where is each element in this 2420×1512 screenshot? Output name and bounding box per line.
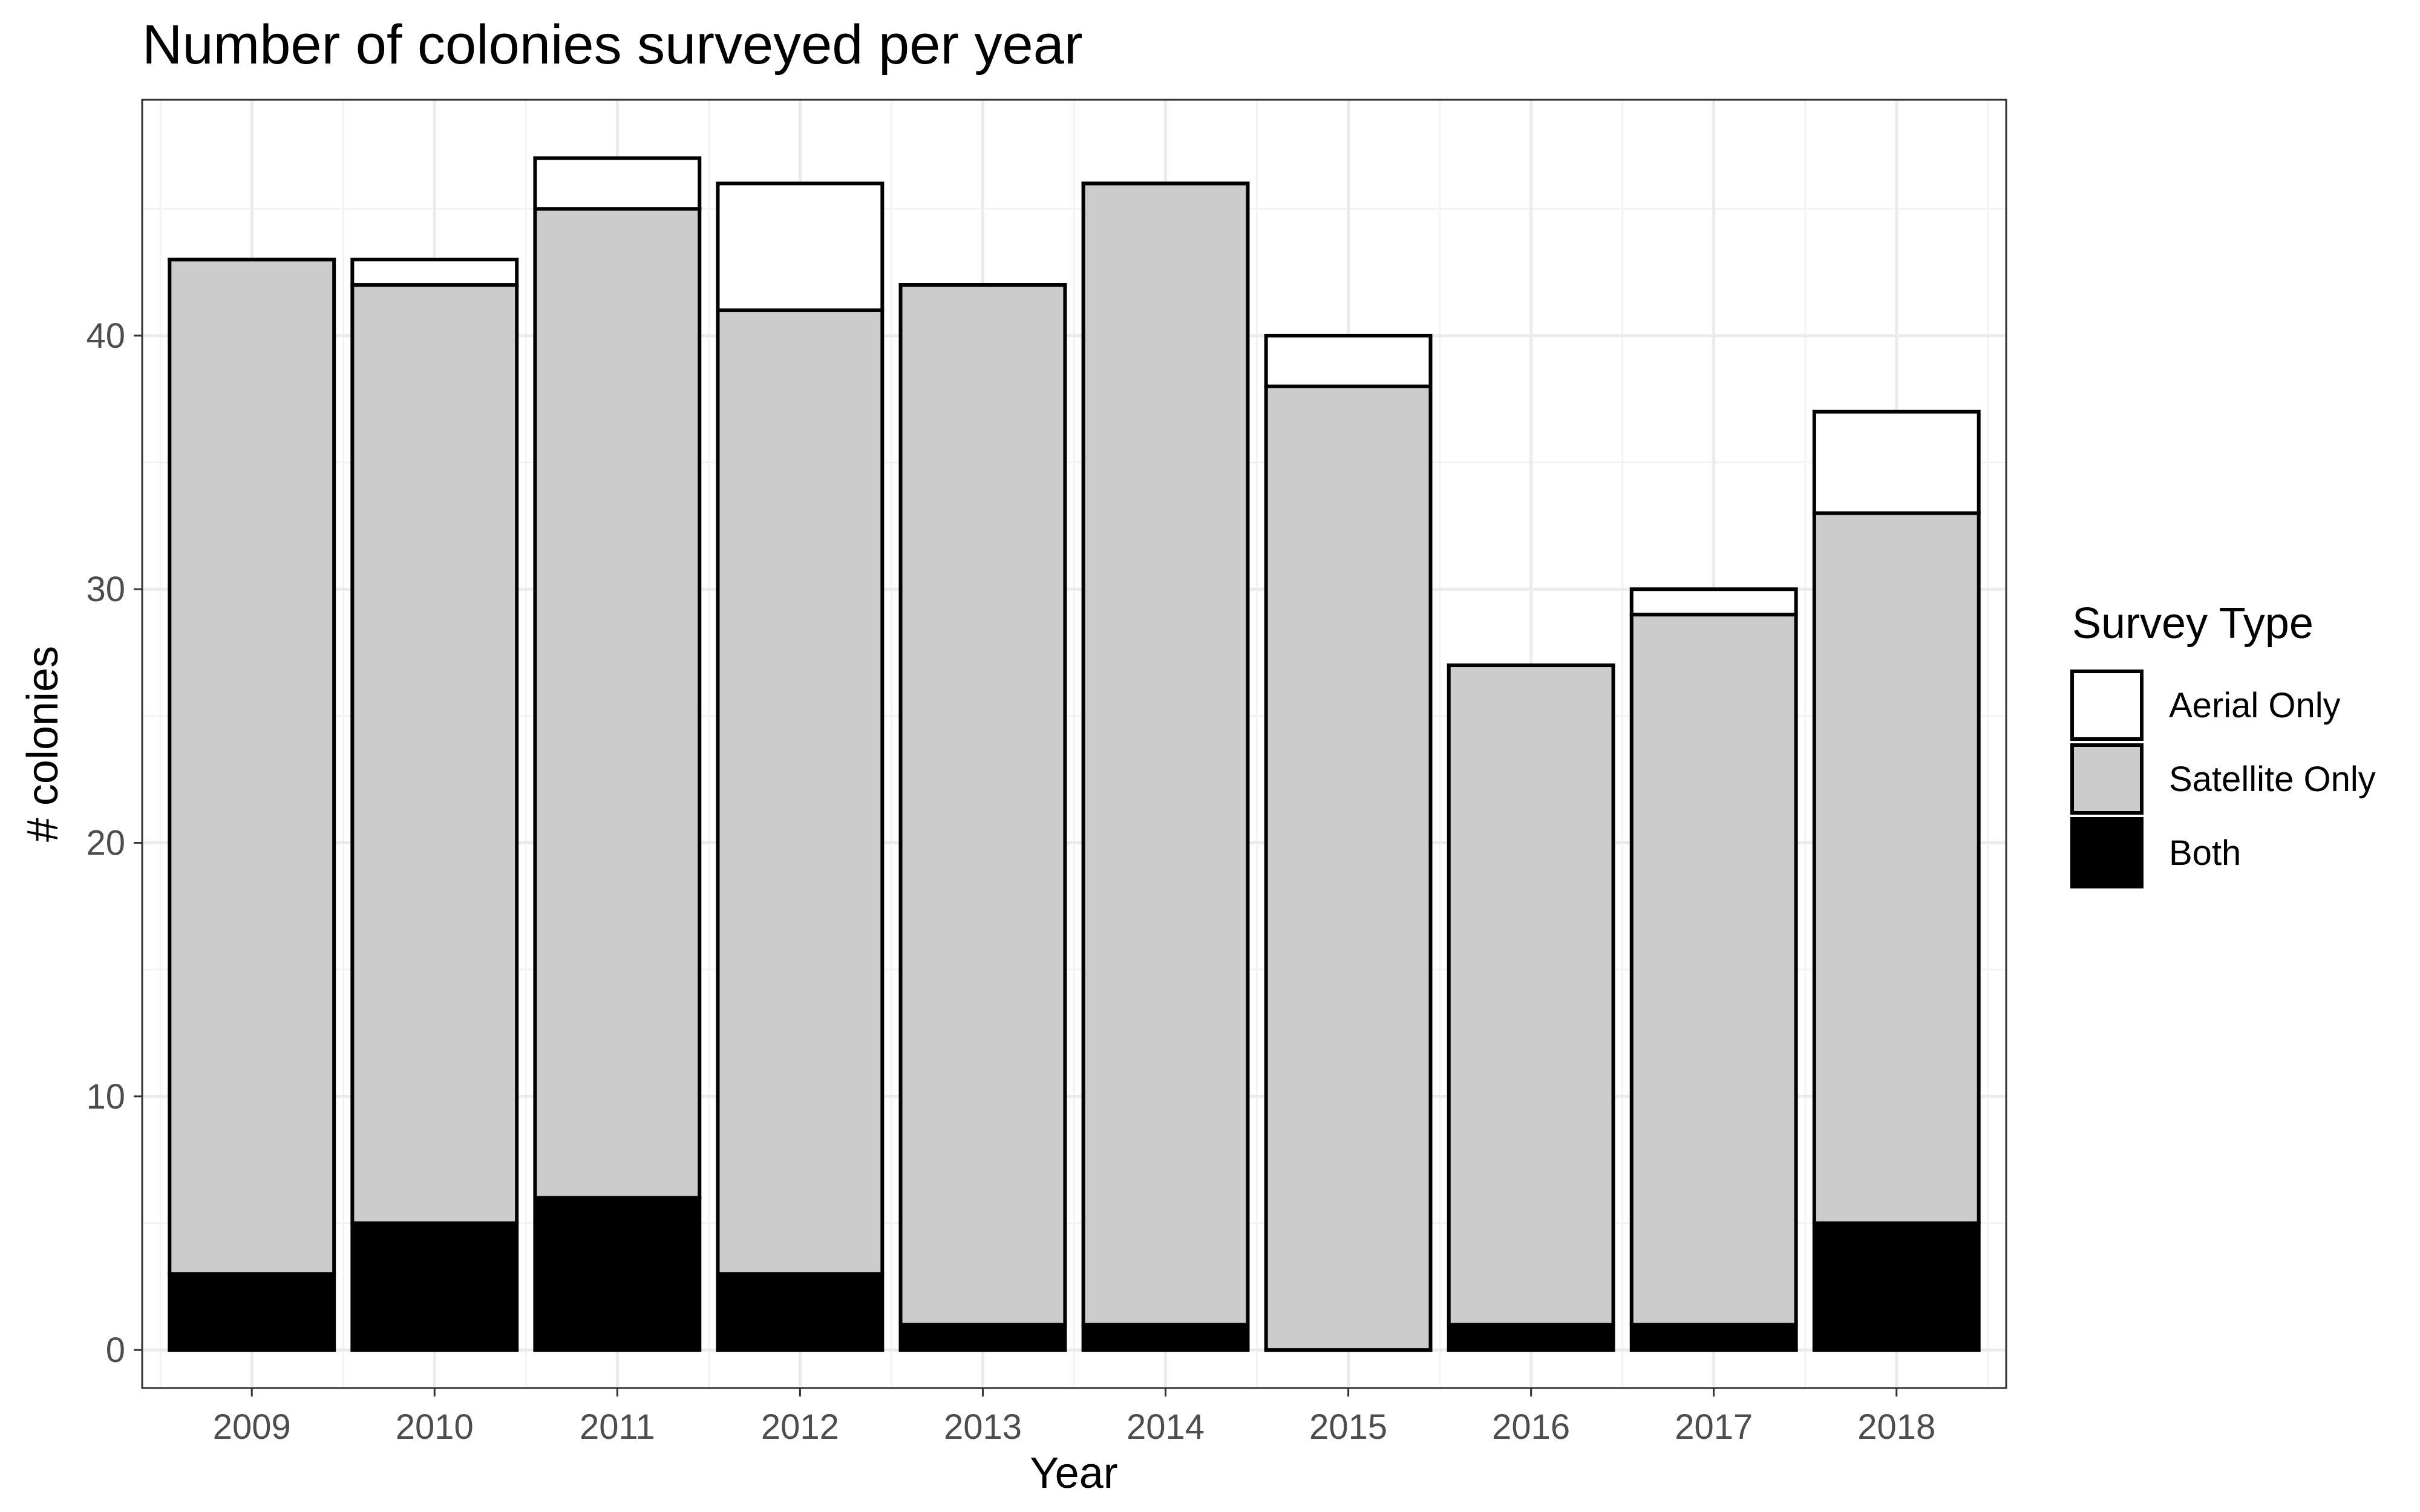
legend-label-aerial-only: Aerial Only — [2169, 686, 2341, 725]
x-tick-label: 2015 — [1309, 1407, 1387, 1447]
bar-aerial-only-2012 — [716, 181, 885, 313]
bar-satellite-only-2014 — [1081, 181, 1250, 1327]
y-axis-title: # colonies — [19, 646, 67, 842]
y-axis: 0 10 20 30 40 — [86, 316, 142, 1370]
bars — [168, 156, 1981, 1352]
bar-both-2011 — [533, 1196, 702, 1352]
bar-aerial-only-2011 — [533, 156, 702, 211]
x-tick-label: 2009 — [213, 1407, 291, 1447]
x-tick-label: 2013 — [944, 1407, 1022, 1447]
legend-key-both — [2070, 817, 2144, 888]
bar-satellite-only-2011 — [533, 207, 702, 1200]
x-tick-label: 2011 — [580, 1407, 655, 1447]
x-tick-label: 2016 — [1492, 1407, 1570, 1447]
bar-both-2013 — [898, 1323, 1067, 1352]
bar-both-2014 — [1081, 1323, 1250, 1352]
bar-aerial-only-2018 — [1812, 409, 1981, 515]
x-tick-label: 2010 — [396, 1407, 474, 1447]
x-axis-title: Year — [1030, 1449, 1117, 1497]
bar-both-2018 — [1812, 1221, 1981, 1352]
y-tick-label: 30 — [86, 570, 125, 609]
legend-label-satellite-only: Satellite Only — [2169, 760, 2376, 799]
legend: Survey Type Aerial Only Satellite Only Bot… — [2070, 599, 2376, 888]
x-axis: 2009 2010 2011 2012 2013 2014 2015 2016 2017 2018 — [213, 1388, 1935, 1447]
y-tick-label: 20 — [86, 824, 125, 863]
panel-border — [141, 99, 2007, 1389]
bar-both-2009 — [168, 1272, 336, 1352]
legend-title: Survey Type — [2072, 599, 2314, 648]
bar-satellite-only-2012 — [716, 308, 885, 1276]
y-tick-label: 40 — [86, 316, 125, 356]
bar-both-2012 — [716, 1272, 885, 1352]
bar-satellite-only-2010 — [350, 283, 519, 1225]
bar-satellite-only-2018 — [1812, 511, 1981, 1225]
bar-aerial-only-2015 — [1264, 333, 1433, 388]
x-tick-label: 2017 — [1675, 1407, 1753, 1447]
bar-satellite-only-2016 — [1447, 663, 1615, 1327]
bar-aerial-only-2017 — [1629, 587, 1798, 617]
x-tick-label: 2018 — [1857, 1407, 1935, 1447]
legend-label-both: Both — [2169, 833, 2241, 873]
x-tick-label: 2012 — [761, 1407, 839, 1447]
legend-key-aerial-only — [2070, 670, 2144, 741]
y-tick-label: 0 — [106, 1331, 125, 1370]
legend-key-satellite-only — [2070, 743, 2144, 815]
bar-both-2016 — [1447, 1323, 1615, 1352]
bar-both-2017 — [1629, 1323, 1798, 1352]
bar-satellite-only-2015 — [1264, 384, 1433, 1352]
bar-satellite-only-2017 — [1629, 613, 1798, 1327]
bar-satellite-only-2009 — [168, 258, 336, 1276]
x-tick-label: 2014 — [1127, 1407, 1205, 1447]
bar-both-2010 — [350, 1221, 519, 1352]
bar-satellite-only-2013 — [898, 283, 1067, 1327]
y-tick-label: 10 — [86, 1077, 125, 1116]
bar-aerial-only-2010 — [350, 258, 519, 287]
chart-title: Number of colonies surveyed per year — [142, 14, 1083, 76]
